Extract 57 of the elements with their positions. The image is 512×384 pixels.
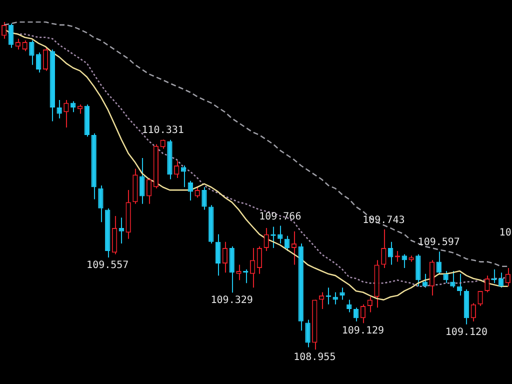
candlestick bbox=[353, 307, 359, 322]
candlestick bbox=[140, 157, 145, 204]
candlestick bbox=[256, 246, 262, 274]
candlestick bbox=[236, 264, 242, 281]
candlestick bbox=[160, 139, 166, 150]
candlestick bbox=[457, 273, 462, 296]
candlestick bbox=[291, 230, 297, 266]
candlestick bbox=[498, 272, 504, 288]
candlestick bbox=[478, 290, 483, 307]
annotation: 108.955 bbox=[294, 352, 336, 364]
annotation: 109.557 bbox=[86, 260, 129, 272]
candlestick bbox=[222, 241, 228, 274]
candlestick bbox=[346, 299, 352, 313]
candlestick bbox=[332, 292, 338, 305]
annotation: 109.129 bbox=[342, 326, 384, 337]
candlestick bbox=[202, 186, 207, 210]
candlestick bbox=[305, 319, 310, 348]
candlestick bbox=[56, 99, 62, 119]
annotation: 109.329 bbox=[210, 295, 253, 306]
candlestick bbox=[360, 304, 366, 324]
candlestick bbox=[250, 248, 256, 288]
candlestick bbox=[450, 270, 456, 288]
candlestick bbox=[402, 254, 407, 269]
candlestick bbox=[98, 184, 104, 223]
candlestick bbox=[470, 302, 476, 322]
candlestick bbox=[146, 177, 152, 204]
candlestick bbox=[318, 292, 324, 310]
candlestick bbox=[429, 260, 435, 296]
annotation: 109.597 bbox=[418, 237, 460, 248]
candlestick bbox=[284, 235, 290, 252]
candlestick bbox=[70, 100, 76, 113]
candlestick bbox=[118, 217, 124, 244]
annotation: 10 bbox=[499, 228, 512, 239]
candlestick bbox=[278, 225, 283, 244]
candlestick bbox=[15, 38, 20, 50]
candlestick bbox=[422, 273, 428, 288]
candlestick bbox=[180, 164, 186, 188]
candlestick bbox=[215, 234, 221, 276]
candlestick bbox=[436, 251, 442, 274]
candlestick bbox=[36, 52, 42, 73]
annotation: 109.743 bbox=[362, 214, 405, 226]
candlestick bbox=[388, 241, 394, 266]
candlestick bbox=[229, 246, 234, 294]
candlestick bbox=[264, 228, 269, 252]
candlestick bbox=[8, 23, 14, 48]
candlestick bbox=[174, 160, 180, 178]
candlestick bbox=[42, 47, 48, 72]
annotation: 110.331 bbox=[142, 125, 184, 136]
annotation: 109.120 bbox=[445, 326, 488, 338]
candlestick bbox=[484, 275, 490, 293]
candlestick bbox=[64, 99, 69, 128]
candlestick bbox=[381, 228, 386, 269]
candlestick bbox=[188, 180, 194, 202]
candlestick bbox=[416, 254, 421, 287]
candlestick bbox=[112, 215, 118, 255]
candlestick bbox=[29, 40, 34, 66]
candlestick bbox=[443, 270, 448, 284]
